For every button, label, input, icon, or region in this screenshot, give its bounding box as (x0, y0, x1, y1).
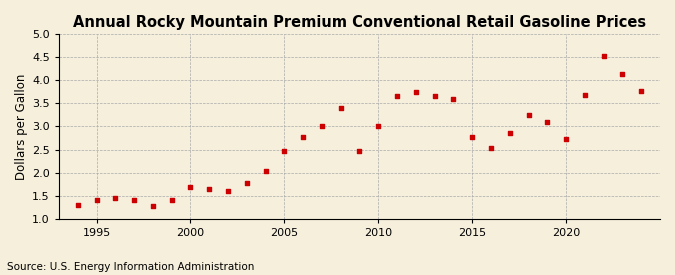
Text: Source: U.S. Energy Information Administration: Source: U.S. Energy Information Administ… (7, 262, 254, 272)
Point (317, 124, 327, 129)
Point (354, 148, 365, 153)
Point (91, 198, 102, 203)
Point (298, 135, 308, 139)
Point (579, 93, 590, 98)
Point (523, 113, 534, 117)
Point (485, 146, 496, 150)
Point (636, 89, 647, 94)
Y-axis label: Dollars per Gallon: Dollars per Gallon (15, 73, 28, 180)
Point (392, 94, 402, 99)
Point (279, 149, 290, 154)
Point (335, 106, 346, 110)
Point (561, 137, 572, 142)
Point (504, 131, 515, 135)
Point (204, 187, 215, 191)
Point (129, 197, 140, 202)
Point (72, 203, 83, 207)
Point (260, 169, 271, 174)
Point (373, 124, 383, 129)
Title: Annual Rocky Mountain Premium Conventional Retail Gasoline Prices: Annual Rocky Mountain Premium Convention… (73, 15, 646, 30)
Point (448, 97, 459, 101)
Point (147, 204, 158, 209)
Point (185, 185, 196, 189)
Point (598, 54, 609, 58)
Point (166, 198, 177, 203)
Point (223, 189, 234, 193)
Point (617, 72, 628, 76)
Point (467, 135, 478, 139)
Point (429, 94, 440, 99)
Point (542, 120, 553, 124)
Point (242, 181, 252, 185)
Point (110, 196, 121, 200)
Point (410, 90, 421, 94)
